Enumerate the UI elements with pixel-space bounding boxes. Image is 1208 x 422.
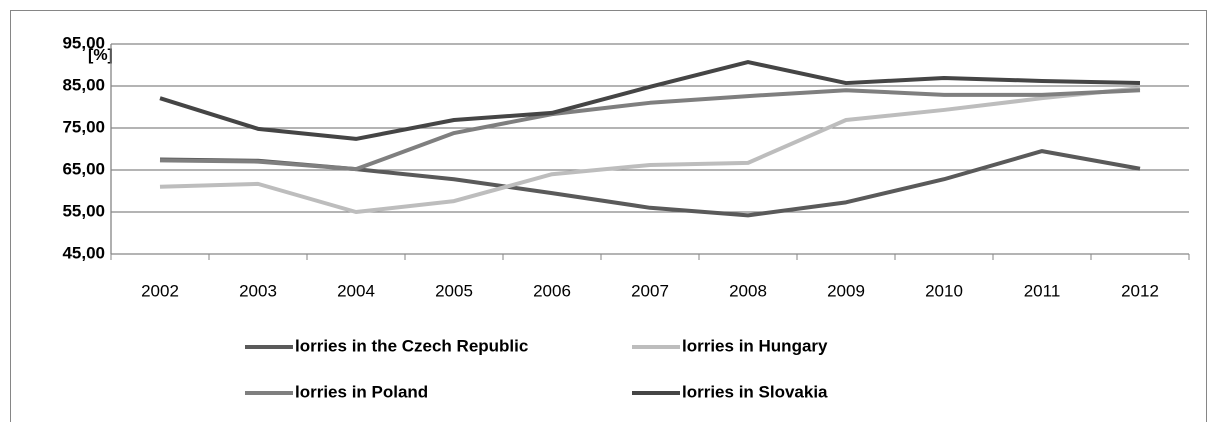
y-tick-label: 85,00 xyxy=(62,75,105,94)
y-tick-label: 75,00 xyxy=(62,117,105,136)
chart-frame xyxy=(10,10,1207,422)
data-line xyxy=(159,60,1141,141)
y-axis-label: [%] xyxy=(88,47,113,64)
x-tick-label: 2005 xyxy=(435,281,473,300)
data-line xyxy=(159,86,1141,214)
x-tick-label: 2007 xyxy=(631,281,669,300)
legend-label: lorries in the Czech Republic xyxy=(295,336,528,355)
legend-label: lorries in Poland xyxy=(295,382,428,401)
x-tick-label: 2006 xyxy=(533,281,571,300)
x-tick-label: 2003 xyxy=(239,281,277,300)
x-tick-label: 2002 xyxy=(141,281,179,300)
legend-label: lorries in Hungary xyxy=(682,336,828,355)
y-tick-label: 65,00 xyxy=(62,159,105,178)
y-tick-label: 45,00 xyxy=(62,243,105,262)
x-tick-label: 2008 xyxy=(729,281,767,300)
x-tick-label: 2012 xyxy=(1121,281,1159,300)
data-line xyxy=(159,88,1141,172)
y-tick-label: 55,00 xyxy=(62,201,105,220)
x-tick-label: 2011 xyxy=(1024,281,1061,300)
legend-label: lorries in Slovakia xyxy=(682,382,828,401)
x-tick-label: 2010 xyxy=(925,281,963,300)
x-tick-label: 2004 xyxy=(337,281,375,300)
x-tick-label: 2009 xyxy=(827,281,865,300)
data-line xyxy=(159,149,1141,218)
y-tick-label: 95,00 xyxy=(62,33,105,52)
